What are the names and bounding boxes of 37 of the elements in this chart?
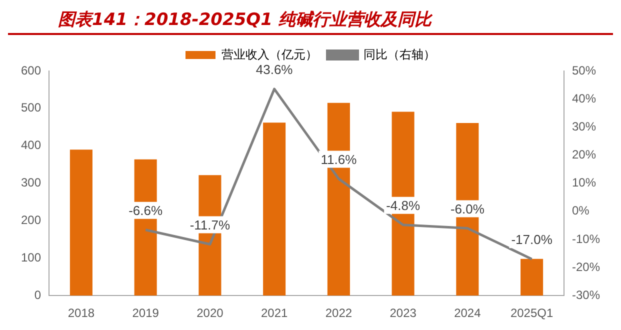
x-tick-label: 2018 [68,306,95,320]
legend-label: 营业收入（亿元） [222,47,318,62]
bar [520,258,544,296]
x-tick-label: 2020 [196,306,224,320]
data-label: -4.8% [386,198,420,213]
y2-tick-label: -10% [572,232,600,246]
y2-tick-label: 0% [572,204,590,218]
data-label: 11.6% [320,152,358,167]
data-label: -11.7% [190,217,230,232]
y2-tick-label: 20% [572,148,596,162]
y-tick-label: 0 [34,288,42,302]
x-tick-label: 2019 [132,306,160,320]
y-tick-label: 400 [20,138,42,152]
y2-tick-label: 40% [572,91,596,106]
y2-tick-label: 50% [572,63,596,78]
data-label: -6.6% [128,202,163,218]
y-tick-label: 600 [20,63,42,78]
x-tick-label: 2024 [454,306,482,320]
data-label: -6.0% [450,201,485,216]
y2-tick-label: -20% [572,260,600,274]
data-label: 43.6% [256,62,294,78]
y-tick-label: 500 [20,100,42,115]
x-tick-label: 2023 [390,306,417,320]
data-label: -17.0% [511,232,553,248]
y-tick-label: 100 [20,250,42,264]
legend-label: 同比（右轴） [364,47,436,62]
x-tick-label: 2022 [325,306,352,320]
y2-tick-label: 30% [572,119,596,134]
x-tick-label: 2025Q1 [510,306,554,320]
y-tick-label: 300 [20,176,42,190]
y-tick-label: 200 [20,213,42,228]
bar [70,150,92,296]
chart-title: 图表141：2018-2025Q1 纯碱行业营收及同比 [8,8,613,35]
y2-tick-label: -30% [572,288,600,302]
y2-tick-label: 10% [572,176,596,190]
bar [263,122,286,296]
x-tick-label: 2021 [260,306,288,320]
